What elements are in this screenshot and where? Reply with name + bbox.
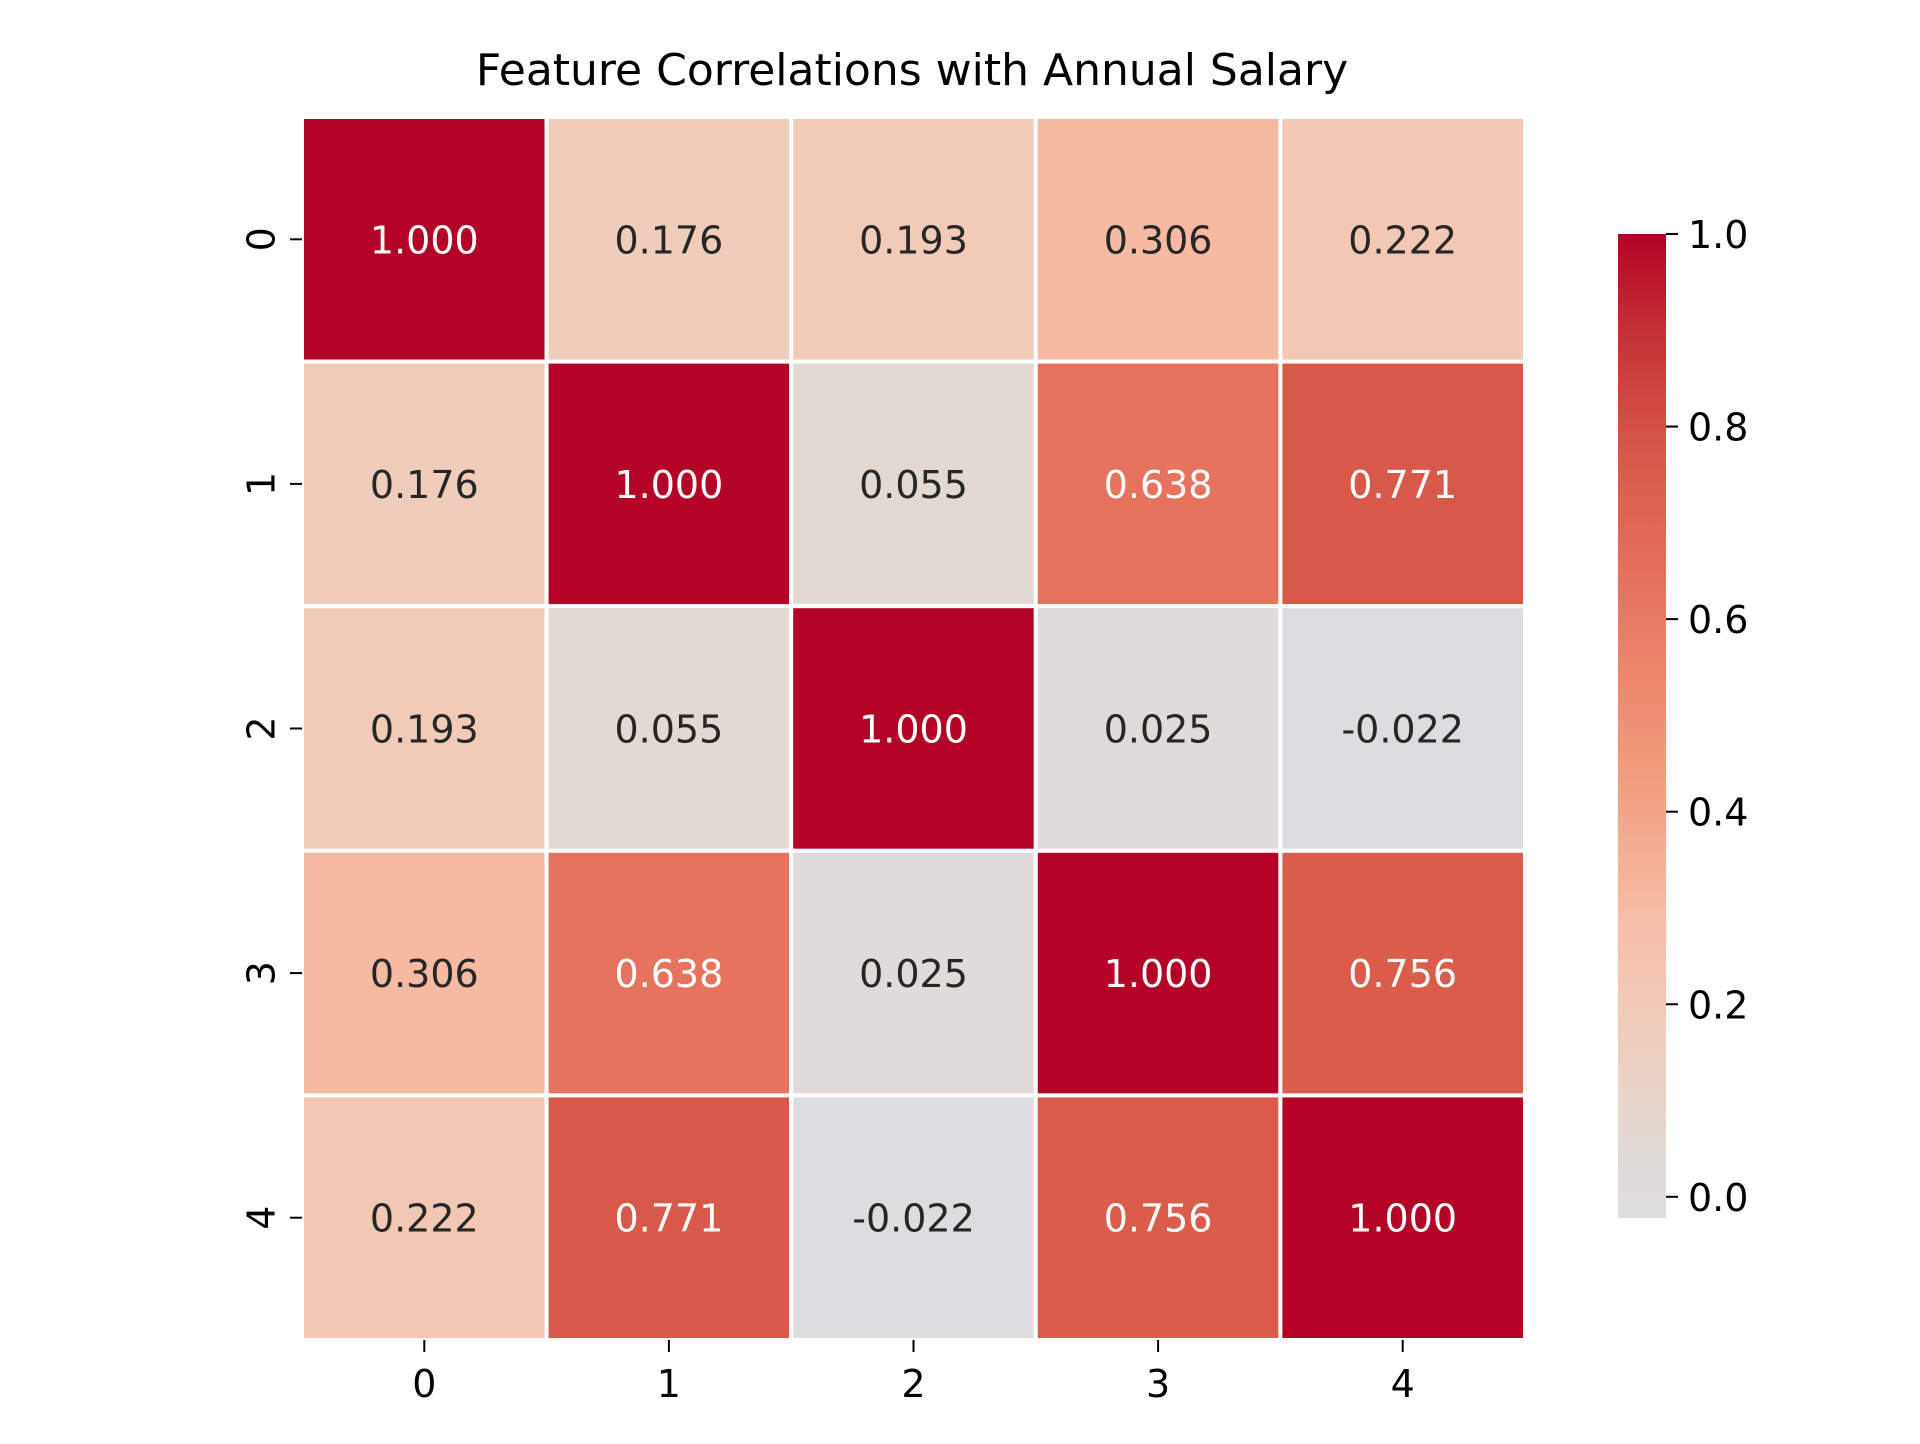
colorbar-tick-label-4: 0.8	[1688, 406, 1748, 450]
cell-annotations: 1.000 0.176 0.193 0.306 0.222 0.176 1.000 0.055…	[370, 218, 1464, 1240]
colorbar-tick-label-0: 0.0	[1688, 1176, 1748, 1220]
colorbar-tick-label-3: 0.6	[1688, 598, 1748, 642]
x-tick-label-3: 3	[1146, 1362, 1170, 1406]
cell-label-4-3: 0.756	[1104, 1197, 1213, 1241]
cell-label-4-1: 0.771	[615, 1197, 724, 1241]
y-tick-label-0: 0	[240, 227, 284, 251]
cell-label-4-2: -0.022	[852, 1197, 975, 1241]
heatmap-cell-3-2	[789, 848, 1038, 1098]
colorbar: 0.0 0.2 0.4 0.6 0.8 1.0	[1618, 213, 1748, 1220]
heatmap-cell-2-1	[544, 604, 794, 853]
cell-label-0-3: 0.306	[1104, 218, 1213, 262]
cell-label-1-3: 0.638	[1104, 463, 1213, 507]
colorbar-tick-label-2: 0.4	[1688, 791, 1748, 835]
cell-label-0-4: 0.222	[1348, 218, 1457, 262]
cell-label-0-2: 0.193	[859, 218, 968, 262]
heatmap-cell-4-1	[544, 1093, 794, 1343]
x-tick-label-0: 0	[412, 1362, 436, 1406]
cell-label-3-3: 1.000	[1104, 952, 1213, 996]
heatmap-cell-1-2	[789, 359, 1038, 609]
cell-label-2-1: 0.055	[615, 708, 724, 752]
heatmap-cell-2-3	[1033, 604, 1283, 853]
colorbar-gradient	[1618, 234, 1666, 1218]
cell-label-2-4: -0.022	[1341, 708, 1464, 752]
cell-label-4-4: 1.000	[1348, 1197, 1457, 1241]
heatmap-cell-3-1	[544, 848, 794, 1098]
x-tick-label-2: 2	[901, 1362, 925, 1406]
cell-label-1-4: 0.771	[1348, 463, 1457, 507]
y-tick-label-3: 3	[240, 961, 284, 985]
y-tick-label-4: 4	[240, 1206, 284, 1230]
heatmap-cell-0-1	[544, 115, 794, 364]
chart-title: Feature Correlations with Annual Salary	[476, 45, 1348, 96]
colorbar-tick-label-5: 1.0	[1688, 213, 1748, 257]
cell-label-2-2: 1.000	[859, 708, 968, 752]
heatmap-cell-3-3	[1033, 848, 1283, 1098]
heatmap-cell-4-0	[300, 1093, 549, 1343]
cell-label-1-1: 1.000	[615, 463, 724, 507]
heatmap-cell-0-2	[789, 115, 1038, 364]
cell-label-3-1: 0.638	[615, 952, 724, 996]
x-axis: 0 1 2 3 4	[412, 1340, 1415, 1406]
cell-label-1-2: 0.055	[859, 463, 968, 507]
heatmap-cell-1-4	[1278, 359, 1528, 609]
cell-label-0-1: 0.176	[615, 218, 724, 262]
colorbar-tick-label-1: 0.2	[1688, 983, 1748, 1027]
cell-label-0-0: 1.000	[370, 218, 479, 262]
heatmap-cell-3-4	[1278, 848, 1528, 1098]
cell-label-3-0: 0.306	[370, 952, 479, 996]
heatmap-cell-0-0	[300, 115, 549, 364]
cell-label-2-0: 0.193	[370, 708, 479, 752]
cell-label-2-3: 0.025	[1104, 708, 1213, 752]
heatmap-cell-4-4	[1278, 1093, 1528, 1343]
cell-label-1-0: 0.176	[370, 463, 479, 507]
heatmap-cell-4-2	[789, 1093, 1038, 1343]
y-tick-label-1: 1	[240, 472, 284, 496]
cell-label-4-0: 0.222	[370, 1197, 479, 1241]
cell-label-3-4: 0.756	[1348, 952, 1457, 996]
heatmap-cells	[300, 115, 1528, 1343]
x-tick-label-1: 1	[657, 1362, 681, 1406]
y-tick-label-2: 2	[240, 716, 284, 740]
x-tick-label-4: 4	[1391, 1362, 1415, 1406]
cell-label-3-2: 0.025	[859, 952, 968, 996]
y-axis: 0 1 2 3 4	[240, 227, 302, 1230]
